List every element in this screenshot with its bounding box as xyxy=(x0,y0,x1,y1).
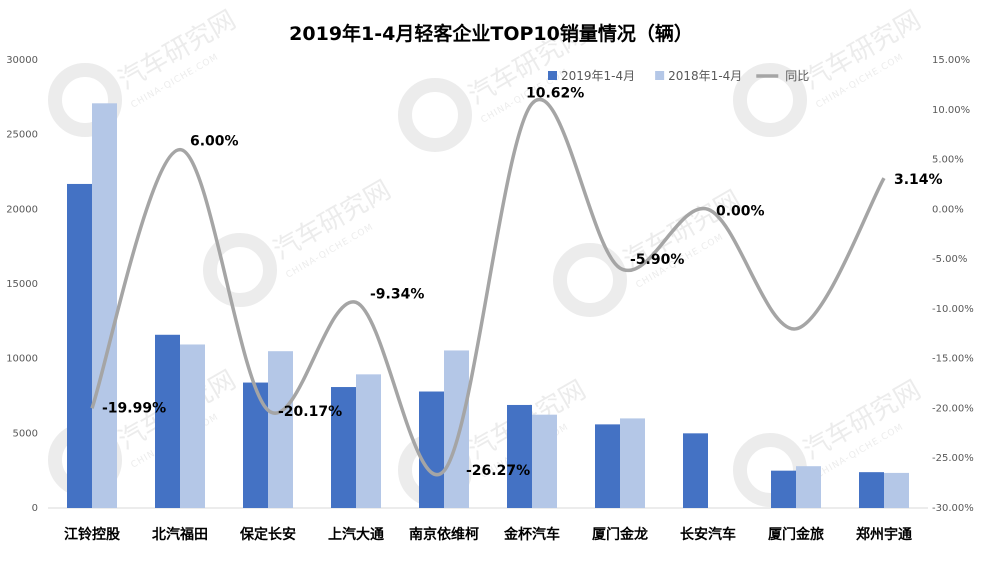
right-tick-label: -10.00% xyxy=(932,304,974,315)
bar-2019-4 xyxy=(419,391,444,508)
bar-2019-7 xyxy=(683,433,708,508)
legend-swatch-1 xyxy=(655,71,665,80)
legend-label-2: 同比 xyxy=(785,69,809,83)
bar-2019-2 xyxy=(243,382,268,508)
yoy-label-7: 0.00% xyxy=(716,203,765,219)
bar-2019-5 xyxy=(507,404,532,508)
watermark-logo-icon xyxy=(48,63,122,137)
bar-2019-6 xyxy=(595,424,620,508)
yoy-label-2: -20.17% xyxy=(278,404,342,420)
yoy-label-1: 6.00% xyxy=(190,134,239,150)
category-axis: 江铃控股 北汽福田 保定长安 上汽大通 南京依维柯 金杯汽车 厦门金龙 长安汽车 厦门金旅 郑州宇… xyxy=(64,526,912,543)
right-tick-label: 10.00% xyxy=(932,105,970,116)
category-label-6: 厦门金龙 xyxy=(592,526,648,543)
left-tick-label: 20000 xyxy=(6,204,38,215)
right-tick-label: -20.00% xyxy=(932,403,974,414)
bar-2018-5 xyxy=(532,414,557,508)
yoy-label-5: 10.62% xyxy=(526,86,584,102)
bar-2018-1 xyxy=(180,344,205,508)
category-label-3: 上汽大通 xyxy=(328,526,384,543)
legend: 2019年1-4月 2018年1-4月 同比 xyxy=(548,69,809,83)
bar-2019-9 xyxy=(859,472,884,508)
bar-2018-4 xyxy=(444,350,469,508)
left-tick-label: 30000 xyxy=(6,55,38,66)
yoy-label-0: -19.99% xyxy=(102,400,166,416)
bar-2019-8 xyxy=(771,470,796,508)
left-tick-label: 25000 xyxy=(6,130,38,141)
category-label-7: 长安汽车 xyxy=(680,526,736,543)
bar-2019-3 xyxy=(331,387,356,508)
right-tick-label: -25.00% xyxy=(932,453,974,464)
bar-2018-9 xyxy=(884,472,909,508)
legend-swatch-0 xyxy=(548,71,557,80)
category-label-1: 北汽福田 xyxy=(152,526,208,543)
left-tick-label: 0 xyxy=(32,503,38,514)
left-tick-label: 10000 xyxy=(6,354,38,365)
right-tick-label: -5.00% xyxy=(932,254,967,265)
bar-2018-0 xyxy=(92,103,117,508)
chart-title: 2019年1-4月轻客企业TOP10销量情况（辆） xyxy=(289,22,693,45)
right-tick-label: -30.00% xyxy=(932,503,974,514)
legend-label-0: 2019年1-4月 xyxy=(561,69,635,83)
yoy-line xyxy=(90,98,886,477)
right-axis: -30.00% -25.00% -20.00% -15.00% -10.00% -5.00… xyxy=(932,55,974,514)
watermark-logo-icon xyxy=(398,78,472,152)
category-label-4: 南京依维柯 xyxy=(409,526,479,543)
category-label-2: 保定长安 xyxy=(239,526,296,543)
category-label-0: 江铃控股 xyxy=(64,526,121,543)
yoy-label-4: -26.27% xyxy=(466,463,530,479)
left-tick-label: 5000 xyxy=(13,428,38,439)
category-label-8: 厦门金旅 xyxy=(768,526,824,543)
bar-2018-2 xyxy=(268,351,293,508)
bar-2019-1 xyxy=(155,334,180,508)
watermark-logo-icon xyxy=(553,243,627,317)
line-layer: -19.99% 6.00% -20.17% -9.34% -26.27% 10.62% -5… xyxy=(90,86,943,479)
right-tick-label: -15.00% xyxy=(932,354,974,365)
left-tick-label: 15000 xyxy=(6,279,38,290)
yoy-label-9: 3.14% xyxy=(894,172,943,188)
bar-2019-0 xyxy=(67,183,92,509)
right-tick-label: 15.00% xyxy=(932,55,970,66)
bar-2018-8 xyxy=(796,466,821,508)
yoy-label-6: -5.90% xyxy=(630,252,684,268)
watermark-logo-icon xyxy=(203,233,277,307)
yoy-label-3: -9.34% xyxy=(370,286,424,302)
watermark-logo-icon xyxy=(733,63,807,137)
bar-2018-3 xyxy=(356,374,381,508)
legend-label-1: 2018年1-4月 xyxy=(668,69,742,83)
bar-2018-6 xyxy=(620,418,645,508)
category-label-5: 金杯汽车 xyxy=(503,526,560,543)
right-tick-label: 5.00% xyxy=(932,155,964,166)
category-label-9: 郑州宇通 xyxy=(856,526,912,543)
right-tick-label: 0.00% xyxy=(932,204,964,215)
